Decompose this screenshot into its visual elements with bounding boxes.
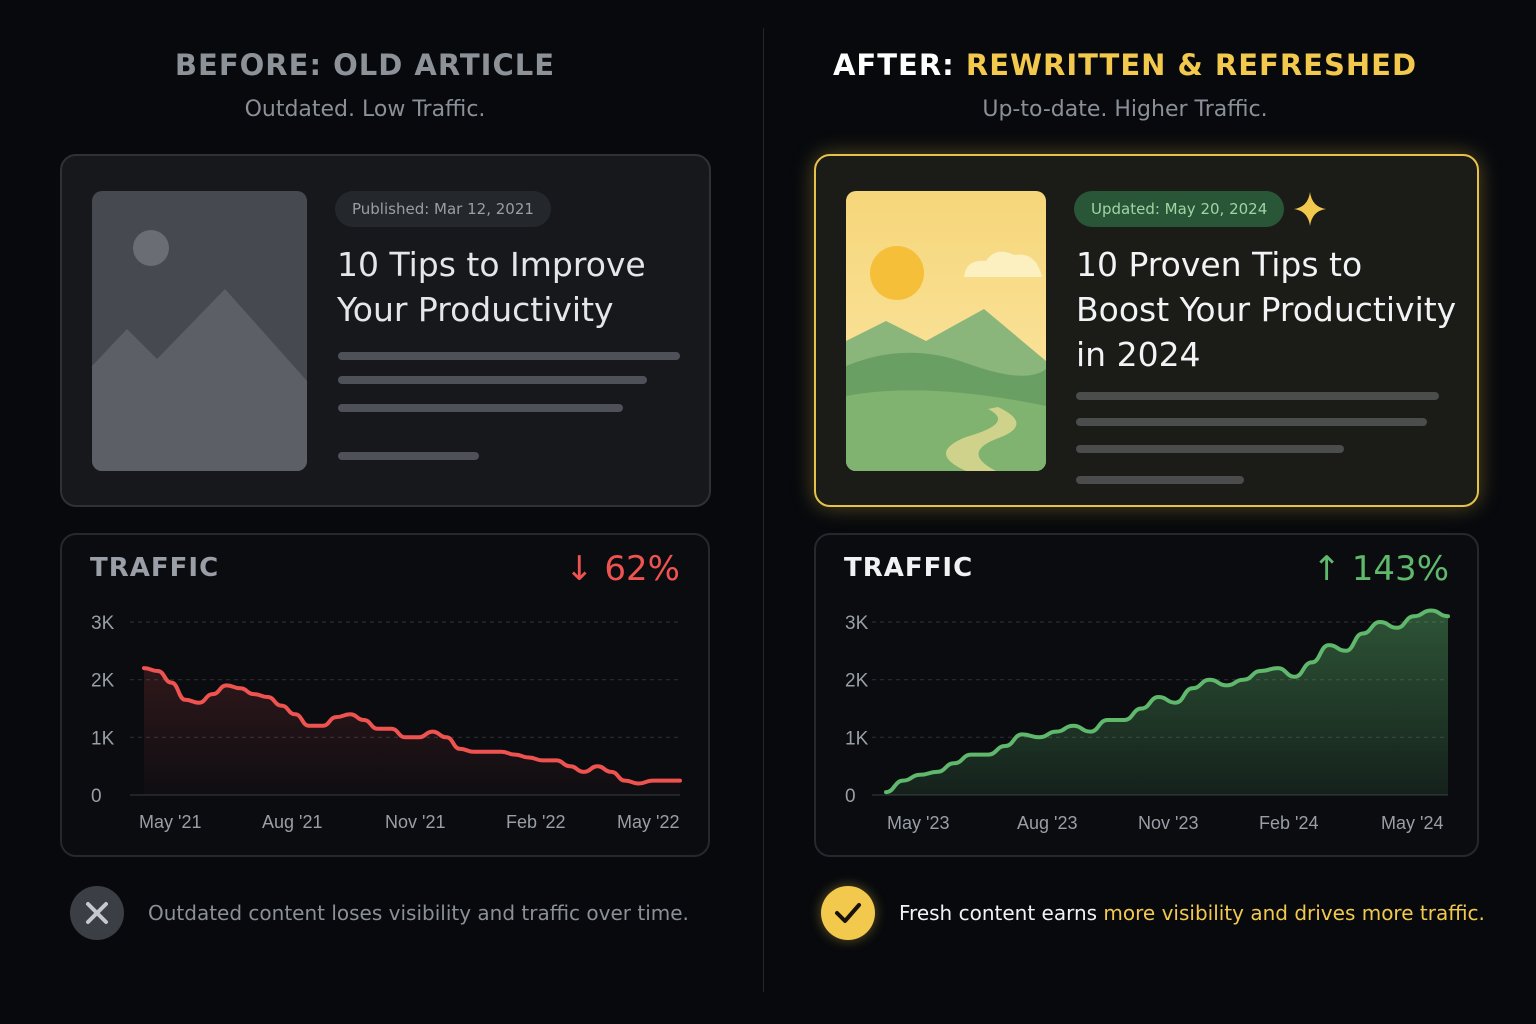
before-footer: Outdated content loses visibility and tr…: [70, 886, 689, 940]
x-tick-label: Feb '22: [506, 812, 565, 832]
x-tick-label: May '22: [617, 812, 679, 832]
y-tick-label: 2K: [91, 671, 115, 692]
y-tick-label: 1K: [845, 728, 869, 749]
x-circle-icon: [70, 886, 124, 940]
y-tick-label: 2K: [845, 671, 869, 692]
published-date-badge: Published: Mar 12, 2021: [335, 191, 551, 227]
traffic-change-value: 143%: [1351, 549, 1449, 589]
before-traffic-chart: 0 1K 2K 3K May '21 Aug '21 Nov '21 Feb '22 May '…: [91, 613, 682, 832]
landscape-illustration: [846, 191, 1046, 471]
series-area: [144, 668, 680, 795]
chart-title: TRAFFIC: [90, 553, 220, 583]
after-article-title: 10 Proven Tips to Boost Your Productivit…: [1076, 242, 1456, 377]
text-placeholder-line: [338, 404, 623, 412]
y-tick-label: 0: [91, 786, 102, 807]
chart-title: TRAFFIC: [844, 553, 974, 583]
title-line: 10 Proven Tips to: [1076, 245, 1363, 284]
after-heading-prefix: AFTER:: [832, 48, 955, 82]
text-placeholder-line: [1076, 476, 1244, 484]
before-traffic-chart-card: TRAFFIC ↓ 62% 0 1K 2K 3K May '21 Aug '21 Nov '…: [60, 533, 710, 857]
after-traffic-chart: 0 1K 2K 3K May '23 Aug '23 Nov '23 Feb '24 May '…: [845, 608, 1450, 833]
cloud-icon: [964, 251, 1042, 277]
arrow-down-icon: ↓: [565, 549, 594, 589]
x-tick-label: May '23: [887, 813, 949, 833]
x-tick-label: Feb '24: [1259, 813, 1318, 833]
after-article-card: Updated: May 20, 2024 10 Proven Tips to …: [814, 154, 1479, 507]
text-placeholder-line: [1076, 392, 1439, 400]
series-line: [142, 666, 682, 786]
title-line: Your Productivity: [337, 290, 614, 329]
text-placeholder-line: [338, 376, 647, 384]
series-area: [886, 610, 1448, 795]
after-heading-highlight: REWRITTEN & REFRESHED: [965, 48, 1418, 82]
y-tick-label: 1K: [91, 728, 115, 749]
before-article-title: 10 Tips to Improve Your Productivity: [337, 242, 646, 332]
after-footer: Fresh content earns more visibility and …: [821, 886, 1485, 940]
x-tick-label: May '24: [1381, 813, 1443, 833]
y-tick-label: 3K: [845, 613, 869, 634]
text-placeholder-line: [1076, 418, 1427, 426]
sparkle-icon: [1294, 192, 1326, 230]
title-line: in 2024: [1076, 335, 1201, 374]
text-placeholder-line: [338, 352, 680, 360]
x-tick-label: May '21: [139, 812, 201, 832]
updated-date-badge: Updated: May 20, 2024: [1074, 191, 1285, 227]
sun-icon: [870, 246, 924, 300]
title-line: 10 Tips to Improve: [337, 245, 646, 284]
y-tick-label: 0: [845, 786, 856, 807]
center-divider: [763, 28, 764, 992]
traffic-change: ↑ 143%: [1312, 549, 1449, 589]
y-tick-label: 3K: [91, 613, 115, 634]
after-traffic-chart-card: TRAFFIC ↑ 143% 0 1K 2K 3K May '23 Aug '23 Nov …: [814, 533, 1479, 857]
title-line: Boost Your Productivity: [1076, 290, 1457, 329]
x-tick-label: Aug '21: [262, 812, 323, 832]
x-tick-label: Nov '21: [385, 812, 445, 832]
traffic-change: ↓ 62%: [565, 549, 680, 589]
after-footer-text-highlight: more visibility and drives more traffic.: [1103, 901, 1485, 925]
after-heading: AFTER: REWRITTEN & REFRESHED: [830, 48, 1420, 82]
x-tick-label: Aug '23: [1017, 813, 1078, 833]
before-subheading: Outdated. Low Traffic.: [244, 97, 486, 122]
x-tick-label: Nov '23: [1138, 813, 1198, 833]
traffic-change-value: 62%: [604, 549, 680, 589]
arrow-up-icon: ↑: [1312, 549, 1341, 589]
image-placeholder-icon: [92, 191, 307, 471]
after-footer-text: Fresh content earns more visibility and …: [899, 901, 1485, 925]
text-placeholder-line: [338, 452, 479, 460]
text-placeholder-line: [1076, 445, 1344, 453]
after-footer-text-plain: Fresh content earns: [899, 901, 1104, 925]
before-heading: BEFORE: OLD ARTICLE: [174, 48, 556, 82]
before-footer-text: Outdated content loses visibility and tr…: [148, 901, 689, 925]
before-article-card: Published: Mar 12, 2021 10 Tips to Impro…: [60, 154, 711, 507]
check-circle-icon: [821, 886, 875, 940]
series-line: [884, 608, 1450, 795]
after-subheading: Up-to-date. Higher Traffic.: [982, 97, 1268, 122]
